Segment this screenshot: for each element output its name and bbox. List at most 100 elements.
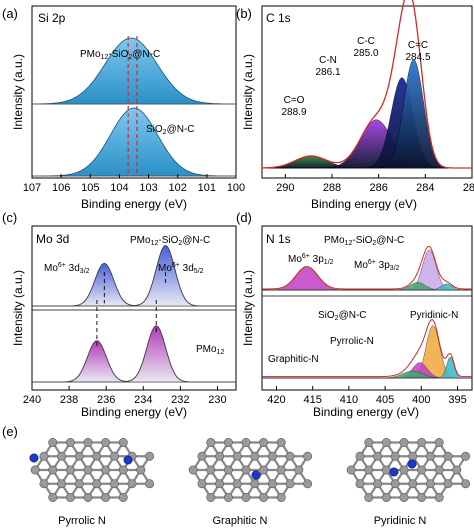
panel-c-tick-label-5: 230 xyxy=(208,394,226,406)
panel-c-frame xyxy=(31,225,237,391)
carbon-atom-0-19 xyxy=(39,479,49,489)
panel-c: (c) Mo 3d PMo12-SiO2@N-C Mo6+ 3d3/2 Mo6+… xyxy=(2,210,237,419)
carbon-atom-2-2 xyxy=(399,437,409,447)
panel-b-xticks: 290 288 286 284 282 xyxy=(276,174,474,194)
molecule-label-graphitic: Graphitic N xyxy=(212,515,267,527)
panel-b-label: C 1s xyxy=(266,11,291,25)
carbon-atom-1-11 xyxy=(303,451,313,461)
carbon-atom-1-1 xyxy=(223,437,233,447)
carbon-atom-0-21 xyxy=(74,479,84,489)
panel-a-tick-label-0: 107 xyxy=(23,182,41,194)
carbon-atom-2-20 xyxy=(373,479,383,489)
carbon-atom-0-22 xyxy=(92,479,102,489)
nitrogen-atom-1-0 xyxy=(251,470,261,480)
panel-c-tick-label-2: 236 xyxy=(97,394,115,406)
carbon-atom-0-5 xyxy=(39,451,49,461)
carbon-atom-1-4 xyxy=(276,437,286,447)
panel-d-letter: (d) xyxy=(236,210,252,225)
panel-a-plot xyxy=(31,36,236,177)
carbon-atom-2-9 xyxy=(425,451,435,461)
carbon-atom-2-24 xyxy=(443,479,453,489)
panel-b-tick-label-3: 284 xyxy=(416,182,434,194)
carbon-atom-0-11 xyxy=(145,451,155,461)
panel-a-tick-label-3: 104 xyxy=(110,182,128,194)
carbon-atom-0-30 xyxy=(118,492,128,502)
carbon-atom-0-23 xyxy=(109,479,119,489)
carbon-atom-2-0 xyxy=(364,437,374,447)
nitrogen-atom-2-0 xyxy=(407,459,417,469)
peak-pos-cc-single: 285.0 xyxy=(353,48,378,59)
carbon-atom-2-12 xyxy=(346,465,356,475)
panel-c-plot xyxy=(32,245,236,383)
carbon-atom-2-5 xyxy=(355,451,365,461)
carbon-atom-1-7 xyxy=(232,451,242,461)
n1s-peak-1-3 xyxy=(262,356,472,379)
carbon-atom-2-8 xyxy=(408,451,418,461)
si-2p-peak-1 xyxy=(32,107,236,177)
carbon-atom-0-4 xyxy=(118,437,128,447)
carbon-atom-2-3 xyxy=(417,437,427,447)
carbon-atom-0-29 xyxy=(101,492,111,502)
carbon-atom-0-8 xyxy=(92,451,102,461)
carbon-atom-1-21 xyxy=(232,479,242,489)
carbon-atom-0-14 xyxy=(65,465,75,475)
panel-c-tick-label-0: 240 xyxy=(23,394,41,406)
peak-label-cn: C-N xyxy=(319,55,337,66)
panel-c-xlabel: Binding energy (eV) xyxy=(81,405,187,419)
carbon-atom-2-7 xyxy=(390,451,400,461)
carbon-atom-2-30 xyxy=(434,492,444,502)
carbon-atom-2-28 xyxy=(399,492,409,502)
carbon-atom-1-28 xyxy=(241,492,251,502)
c1s-envelope xyxy=(262,0,472,169)
peak-label-cc-double: C=C xyxy=(408,40,428,51)
carbon-atom-1-25 xyxy=(303,479,313,489)
panel-d-series-1-label: SiO2@N-C xyxy=(318,310,367,322)
carbon-atom-2-1 xyxy=(381,437,391,447)
carbon-atom-0-17 xyxy=(118,465,128,475)
panel-d-ylabel: Intensity (a.u.) xyxy=(241,270,255,346)
panel-d-tick-label-2: 410 xyxy=(340,394,358,406)
carbon-atom-1-17 xyxy=(276,465,286,475)
panel-a-xticks: 107 106 105 104 103 102 101 100 xyxy=(23,174,245,194)
panel-b-ylabel: Intensity (a.u.) xyxy=(241,54,255,130)
molecule-label-pyridinic: Pyridinic N xyxy=(374,515,427,527)
carbon-atom-2-10 xyxy=(443,451,453,461)
carbon-atom-0-25 xyxy=(145,479,155,489)
nitrogen-atom-0-1 xyxy=(123,455,133,465)
peak-pos-cc-double: 284.5 xyxy=(405,52,430,63)
carbon-atom-1-26 xyxy=(206,492,216,502)
carbon-atom-1-29 xyxy=(259,492,269,502)
carbon-atom-1-9 xyxy=(267,451,277,461)
carbon-atom-1-12 xyxy=(188,465,198,475)
carbon-atom-0-24 xyxy=(127,479,137,489)
panel-d: (d) N 1s PMo12-SiO2@N-C Mo6+ 3p1/2 Mo6+ … xyxy=(236,210,473,419)
carbon-atom-2-14 xyxy=(381,465,391,475)
panel-d-label: N 1s xyxy=(266,232,291,246)
n1s-envelope-0 xyxy=(262,245,472,290)
carbon-atom-1-19 xyxy=(197,479,207,489)
nitrogen-atom-2-1 xyxy=(389,467,399,477)
mo3d-peak-0-0 xyxy=(32,263,236,307)
panel-a-frame xyxy=(31,5,237,179)
carbon-atom-0-9 xyxy=(109,451,119,461)
n1s-peak-0-3 xyxy=(262,283,472,291)
carbon-atom-1-5 xyxy=(197,451,207,461)
panel-a-letter: (a) xyxy=(2,6,18,21)
carbon-atom-0-28 xyxy=(83,492,93,502)
carbon-atom-0-3 xyxy=(101,437,111,447)
panel-c-ylabel: Intensity (a.u.) xyxy=(11,270,25,346)
panel-d-xlabel: Binding energy (eV) xyxy=(313,405,419,419)
carbon-atom-2-18 xyxy=(452,465,462,475)
pyrrolic-n-label: Pyrrolic-N xyxy=(330,336,374,347)
panel-b-tick-label-2: 286 xyxy=(369,182,387,194)
molecule-structures xyxy=(29,437,471,502)
carbon-atom-2-13 xyxy=(364,465,374,475)
panel-d-series-0-label: PMo12-SiO2@N-C xyxy=(324,235,404,247)
carbon-atom-1-23 xyxy=(267,479,277,489)
nitrogen-atom-0-0 xyxy=(29,453,39,463)
carbon-atom-2-4 xyxy=(434,437,444,447)
panel-c-label: Mo 3d xyxy=(36,232,69,246)
carbon-atom-1-6 xyxy=(215,451,225,461)
panel-a-tick-label-7: 100 xyxy=(227,182,245,194)
